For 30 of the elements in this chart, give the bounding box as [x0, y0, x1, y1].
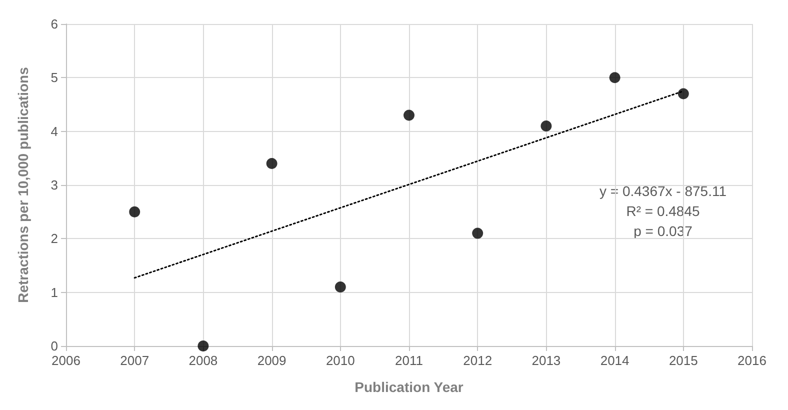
annotation: R² = 0.4845 [626, 203, 700, 219]
x-tick-label: 2010 [326, 353, 355, 368]
x-axis-title: Publication Year [354, 379, 464, 395]
point [266, 158, 278, 170]
y-tick-label: 3 [50, 178, 58, 192]
x-tick-label: 2006 [52, 353, 80, 368]
x-tick-label: 2016 [738, 353, 766, 368]
point [334, 281, 346, 292]
point [198, 340, 209, 352]
y-axis-title: Retractions per 10,000 publications [15, 66, 31, 303]
y-tick-label: 1 [50, 284, 58, 300]
y-tick-label: 2 [50, 231, 58, 246]
x-tick-label: 2007 [120, 353, 150, 368]
point [540, 120, 552, 132]
x-tick-label: 2008 [188, 353, 218, 368]
point [404, 110, 414, 121]
y-tick-label: 0 [50, 338, 58, 354]
point [472, 228, 484, 239]
x-tick-label: 2013 [532, 353, 561, 368]
x-tick-label: 2009 [257, 353, 286, 368]
point [678, 88, 689, 100]
x-tick-label: 2011 [395, 353, 423, 368]
x-tick-label: 2012 [463, 353, 492, 368]
point [609, 72, 620, 84]
point [129, 206, 140, 218]
y-tick-label: 5 [50, 70, 58, 86]
y-tick-label: 6 [50, 16, 58, 32]
x-tick-label: 2014 [600, 353, 630, 368]
x-tick-label: 2015 [668, 353, 698, 368]
y-tick-label: 4 [50, 124, 58, 139]
